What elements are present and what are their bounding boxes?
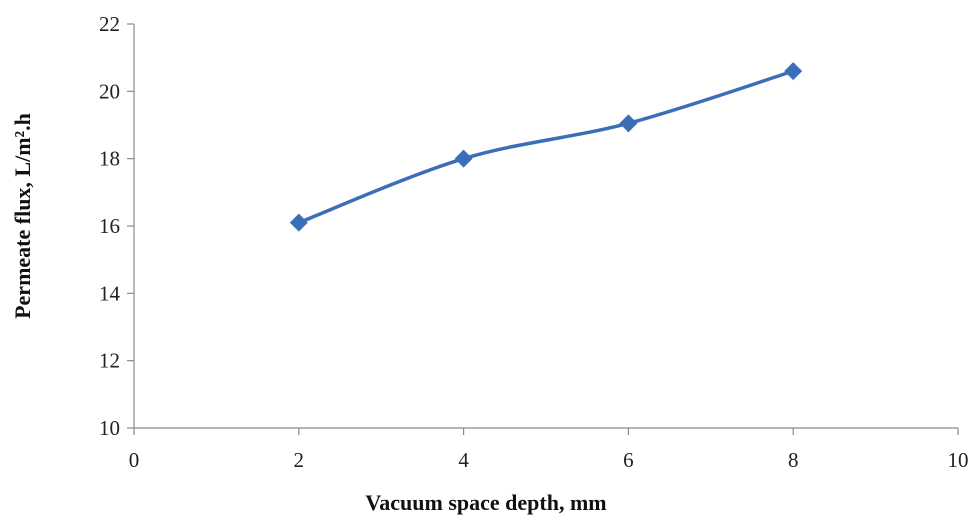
- y-tick-label: 14: [99, 281, 121, 305]
- y-tick-label: 18: [99, 147, 120, 171]
- x-tick-label: 8: [788, 448, 799, 472]
- x-tick-label: 0: [129, 448, 140, 472]
- series-line: [297, 69, 795, 225]
- data-point-marker: [454, 149, 473, 168]
- y-tick-label: 22: [99, 12, 120, 36]
- y-tick-label: 20: [99, 79, 120, 103]
- x-tick-label: 2: [294, 448, 305, 472]
- y-tick-label: 12: [99, 349, 120, 373]
- x-tick-label: 4: [458, 448, 469, 472]
- y-tick-label: 16: [99, 214, 120, 238]
- data-point-marker: [289, 213, 308, 232]
- data-point-marker: [784, 62, 803, 81]
- x-tick-label: 10: [948, 448, 969, 472]
- axes: [133, 24, 958, 429]
- data-point-marker: [619, 114, 638, 133]
- y-tick-label: 10: [99, 416, 120, 440]
- ticks: 10 12 14 16 18 20 22 0 2 4 6 8 10: [99, 12, 969, 472]
- x-axis-title: Vacuum space depth, mm: [365, 490, 606, 515]
- series: [289, 62, 803, 232]
- x-tick-label: 6: [623, 448, 634, 472]
- y-axis-title: Permeate flux, L/m².h: [10, 113, 35, 319]
